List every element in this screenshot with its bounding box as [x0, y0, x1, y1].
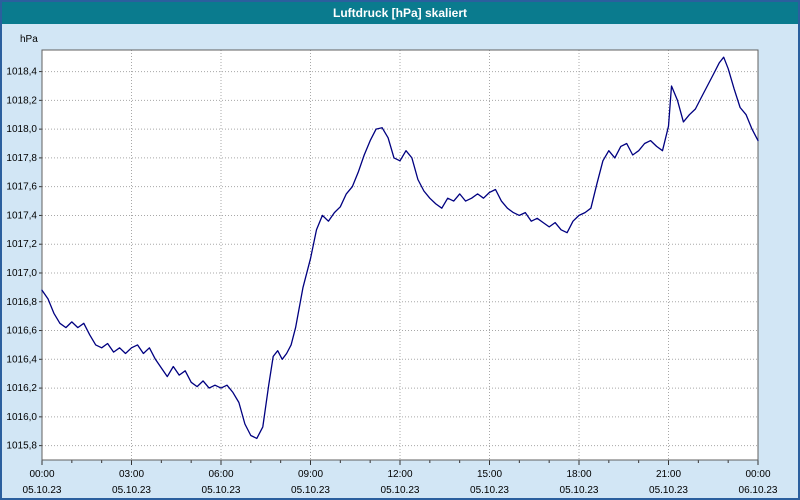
- window-title: Luftdruck [hPa] skaliert: [332, 6, 468, 20]
- y-tick-label: 1015,8: [6, 441, 37, 452]
- y-tick-label: 1016,2: [6, 383, 37, 394]
- pressure-line-chart: 1015,8 1016,0 1016,2 1016,4 1016,6 1016,8 1017…: [6, 34, 778, 496]
- x-tick-time-label: 12:00: [387, 469, 412, 480]
- x-tick-time-label: 00:00: [29, 469, 54, 480]
- y-tick-label: 1016,0: [6, 412, 37, 423]
- y-tick-label: 1017,0: [6, 268, 37, 279]
- y-tick-label: 1016,6: [6, 326, 37, 337]
- x-tick-date-label: 05.10.23: [470, 485, 509, 496]
- x-tick-time-label: 06:00: [208, 469, 233, 480]
- y-tick-label: 1017,2: [6, 239, 37, 250]
- y-tick-label: 1018,2: [6, 95, 37, 106]
- x-tick-time-label: 03:00: [119, 469, 144, 480]
- x-tick-date-label: 05.10.23: [23, 485, 62, 496]
- x-tick-time-label: 18:00: [566, 469, 591, 480]
- x-tick-date-label: 05.10.23: [381, 485, 420, 496]
- plot-border: [41, 49, 759, 461]
- window-titlebar: Luftdruck [hPa] skaliert: [2, 2, 798, 24]
- x-tick-date-label: 05.10.23: [649, 485, 688, 496]
- y-tick-label: 1018,4: [6, 67, 37, 78]
- y-tick-label: 1017,8: [6, 153, 37, 164]
- x-tick-date-label: 05.10.23: [112, 485, 151, 496]
- x-tick-time-label: 00:00: [745, 469, 770, 480]
- pressure-series-line: [41, 56, 759, 440]
- x-tick-time-label: 21:00: [656, 469, 681, 480]
- x-tick-time-label: 09:00: [298, 469, 323, 480]
- x-tick-date-label: 05.10.23: [202, 485, 241, 496]
- chart-container: 1015,8 1016,0 1016,2 1016,4 1016,6 1016,8 1017…: [2, 24, 798, 498]
- y-axis-unit-label: hPa: [20, 34, 38, 45]
- y-tick-label: 1017,4: [6, 210, 37, 221]
- x-tick-date-label: 06.10.23: [739, 485, 778, 496]
- y-tick-label: 1018,0: [6, 124, 37, 135]
- y-tick-label: 1016,8: [6, 297, 37, 308]
- y-tick-label: 1016,4: [6, 354, 37, 365]
- x-tick-date-label: 05.10.23: [291, 485, 330, 496]
- x-tick-date-label: 05.10.23: [560, 485, 599, 496]
- y-tick-label: 1017,6: [6, 182, 37, 193]
- x-tick-time-label: 15:00: [477, 469, 502, 480]
